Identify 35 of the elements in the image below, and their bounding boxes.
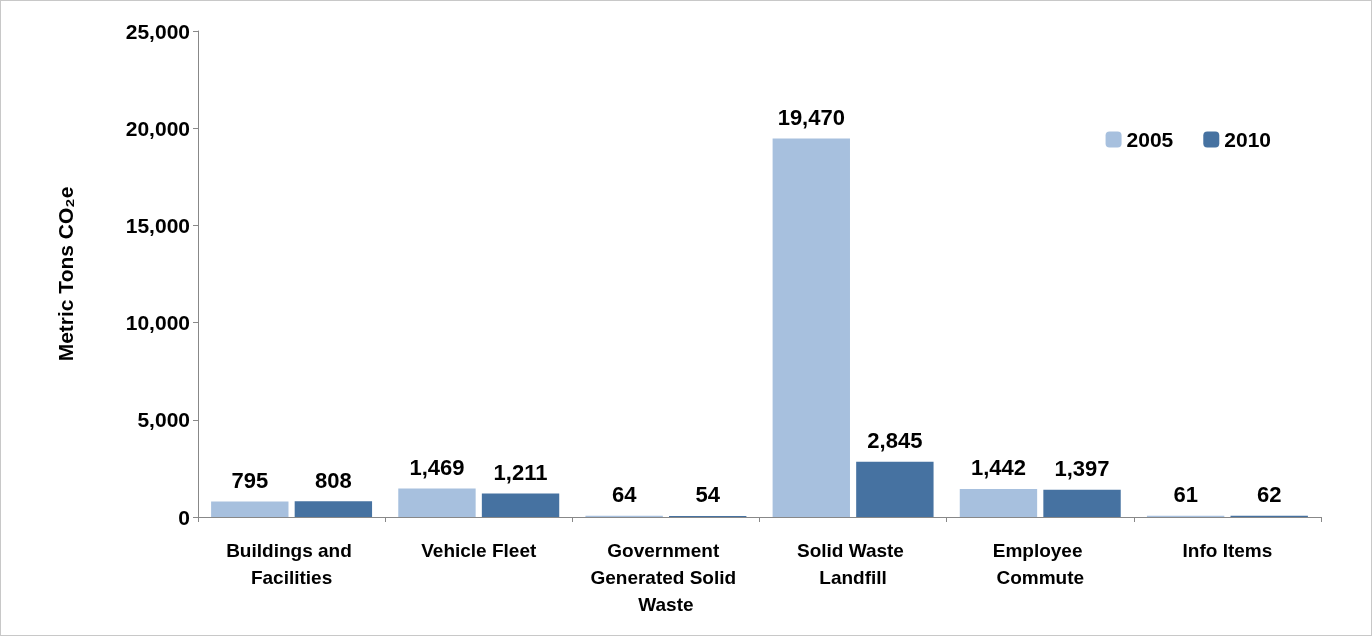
data-label: 808 <box>315 467 352 493</box>
data-label: 1,469 <box>409 454 465 480</box>
y-tick-label: 10,000 <box>125 311 190 335</box>
data-label: 1,211 <box>493 459 548 485</box>
bar <box>294 501 373 517</box>
bar <box>959 488 1038 517</box>
x-tick-label: Vehicle Fleet <box>421 540 537 561</box>
legend-label: 2005 <box>1126 128 1174 151</box>
bar <box>856 461 934 517</box>
bar <box>398 488 476 517</box>
x-tick-label: Government Generated Solid Waste <box>590 540 742 615</box>
y-tick-label: 25,000 <box>125 19 190 43</box>
x-tick-label: Buildings and Facilities <box>226 540 358 588</box>
bar <box>481 493 560 517</box>
y-tick-label: 0 <box>178 505 190 529</box>
data-label: 1,442 <box>970 455 1026 481</box>
data-label: 1,397 <box>1054 456 1110 482</box>
y-axis-title: Metric Tons CO₂e <box>54 186 77 362</box>
bar <box>772 138 850 517</box>
bar <box>211 501 289 517</box>
data-label: 19,470 <box>777 105 845 130</box>
data-label: 2,845 <box>867 428 923 454</box>
x-tick-label: Solid Waste Landfill <box>796 540 910 588</box>
legend-label: 2010 <box>1224 128 1271 151</box>
x-tick-label: Employee Commute <box>992 540 1088 588</box>
bar <box>1043 489 1121 517</box>
y-tick-label: 15,000 <box>125 213 190 237</box>
data-label: 795 <box>231 468 269 494</box>
data-label: 61 <box>1173 482 1198 508</box>
data-label: 62 <box>1256 482 1282 508</box>
y-tick-label: 5,000 <box>137 408 190 432</box>
data-label: 64 <box>611 482 638 508</box>
y-tick-label: 20,000 <box>125 116 190 140</box>
data-label: 54 <box>695 482 721 508</box>
x-tick-label: Info Items <box>1182 540 1273 561</box>
